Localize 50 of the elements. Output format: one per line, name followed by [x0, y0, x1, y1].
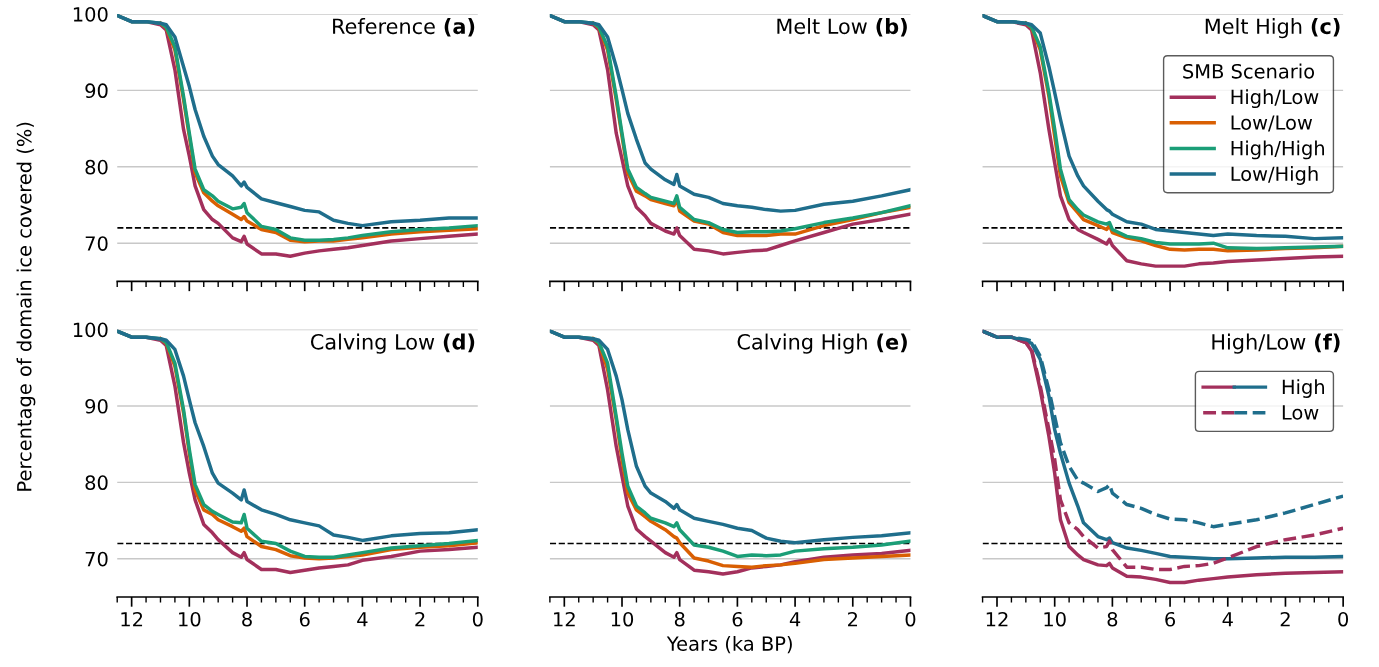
y-axis-title: Percentage of domain ice covered (%) — [16, 122, 36, 491]
chart-title: Reference — [333, 18, 435, 35]
x-tick-label: 4 — [1222, 612, 1233, 627]
annotation: (a) — [444, 18, 475, 37]
x-tick-label: 6 — [732, 611, 743, 627]
y-tick-label: 90 — [85, 398, 108, 414]
x-tick-label: 0 — [905, 611, 916, 627]
annotation: (d) — [443, 333, 475, 353]
x-tick-label: 12 — [121, 611, 143, 627]
x-tick-label: 4 — [357, 612, 368, 627]
legend-title: SMB Scenario — [1183, 63, 1315, 79]
y-tick-label: 100 — [73, 322, 108, 338]
annotation: (c) — [1311, 18, 1340, 37]
x-axis-title: Years (ka BP) — [666, 635, 792, 654]
x-tick-label: 2 — [848, 611, 858, 627]
x-tick-label: 12 — [986, 611, 1008, 627]
chart-title: Melt High — [1205, 18, 1302, 39]
legend-label: Low/High — [1231, 166, 1318, 185]
chart-title: High/Low — [1212, 333, 1306, 354]
annotation: (b) — [876, 18, 907, 37]
chart-title: Melt Low — [777, 18, 867, 35]
x-tick-label: 6 — [299, 611, 310, 627]
legend-label: Low — [1282, 405, 1319, 420]
x-tick-label: 4 — [789, 612, 801, 627]
y-tick-label: 90 — [85, 83, 108, 99]
x-tick-label: 10 — [611, 611, 634, 627]
legend-label: Low/Low — [1231, 115, 1313, 132]
x-tick-label: 0 — [1338, 611, 1349, 627]
y-tick-label: 100 — [73, 6, 108, 22]
chart-title: Calving High — [737, 333, 867, 354]
x-tick-label: 10 — [179, 611, 201, 627]
x-tick-label: 2 — [415, 611, 425, 627]
annotation: (f) — [1315, 333, 1340, 353]
legend-label: High/High — [1231, 140, 1324, 160]
y-tick-label: 70 — [85, 551, 108, 567]
legend-label: High — [1282, 379, 1324, 398]
y-tick-label: 80 — [85, 159, 108, 175]
y-tick-label: 80 — [85, 475, 108, 491]
x-tick-label: 10 — [1044, 611, 1066, 627]
annotation: (e) — [877, 333, 907, 353]
x-tick-label: 6 — [1165, 611, 1176, 627]
x-tick-label: 0 — [472, 611, 483, 627]
chart-title: Calving Low — [310, 333, 435, 354]
y-tick-label: 70 — [85, 236, 108, 251]
x-tick-label: 12 — [554, 611, 575, 627]
x-tick-label: 2 — [1280, 611, 1290, 627]
x-tick-label: 8 — [242, 611, 252, 627]
x-tick-label: 8 — [1107, 611, 1118, 627]
x-tick-label: 8 — [674, 611, 685, 627]
legend-label: High/Low — [1231, 89, 1319, 109]
